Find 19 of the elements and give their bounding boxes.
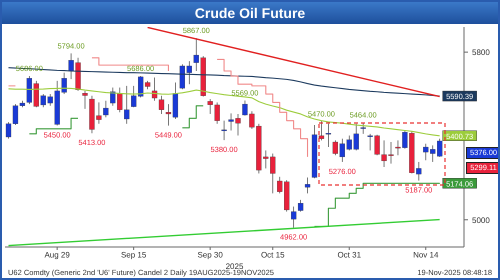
x-tick-label: Aug 29 (44, 250, 70, 260)
y-tick-label: 5000 (472, 216, 490, 225)
x-tick-label: Oct 31 (337, 250, 362, 260)
x-tick-label: Nov 14 (413, 250, 439, 260)
candlestick (103, 100, 109, 118)
x-tick-label: Sep 30 (197, 250, 224, 260)
candlestick (298, 199, 304, 212)
x-axis-title: 2025 (226, 262, 244, 271)
candlestick (360, 122, 366, 134)
candlestick (221, 120, 227, 141)
candlestick (158, 95, 164, 114)
x-tick-label: Oct 15 (260, 250, 286, 260)
candlestick (290, 206, 296, 228)
y-tick-label: 5800 (472, 48, 490, 58)
chart-title: Crude Oil Future (2, 2, 498, 24)
candlestick (82, 90, 88, 110)
candlestick (326, 123, 332, 148)
x-tick-label: Sep 15 (120, 250, 147, 260)
candlestick (304, 177, 310, 194)
